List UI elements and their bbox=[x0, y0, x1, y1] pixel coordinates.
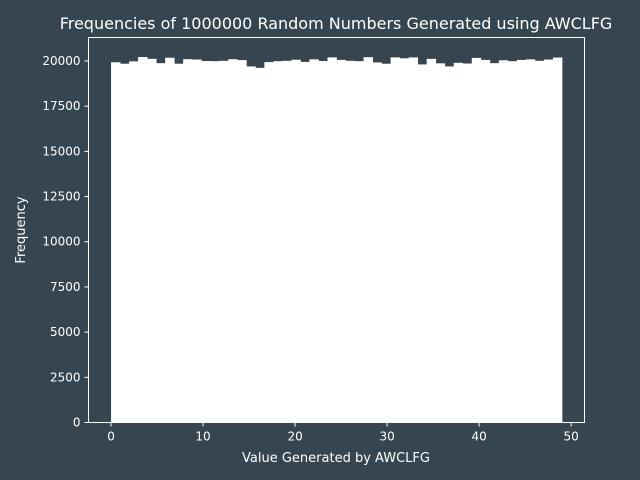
x-tick-label: 0 bbox=[107, 430, 115, 444]
histogram-bar bbox=[399, 58, 410, 423]
histogram-bar bbox=[120, 63, 130, 423]
histogram-bar bbox=[525, 59, 536, 423]
histogram-bar bbox=[426, 58, 437, 423]
y-axis: 0 2500 5000 7500 10000 12500 15000 17500 20000 bbox=[42, 54, 89, 430]
histogram-bar bbox=[300, 61, 310, 423]
histogram-bar bbox=[417, 64, 428, 423]
histogram-bar bbox=[381, 63, 392, 423]
y-tick-label: 7500 bbox=[50, 280, 81, 294]
histogram-bar bbox=[552, 57, 563, 423]
y-tick-label: 10000 bbox=[42, 235, 80, 249]
histogram-bar bbox=[480, 59, 491, 423]
histogram-bar bbox=[507, 61, 518, 423]
histogram-bar bbox=[309, 59, 319, 423]
x-tick-label: 30 bbox=[379, 430, 394, 444]
y-tick-label: 2500 bbox=[50, 370, 81, 384]
histogram-bar bbox=[318, 60, 328, 423]
histogram-bar bbox=[273, 61, 283, 423]
y-tick-label: 15000 bbox=[42, 144, 80, 158]
histogram-bar bbox=[345, 60, 355, 423]
histogram-bar bbox=[435, 63, 446, 423]
histogram-bar bbox=[363, 57, 373, 423]
x-axis: 0 10 20 30 40 50 bbox=[107, 422, 579, 444]
histogram-bar bbox=[264, 62, 274, 423]
histogram-bar bbox=[372, 62, 382, 423]
histogram-bar bbox=[516, 59, 527, 423]
chart-title: Frequencies of 1000000 Random Numbers Ge… bbox=[60, 14, 613, 33]
histogram-bar bbox=[111, 62, 121, 423]
y-axis-label: Frequency bbox=[14, 196, 29, 263]
histogram-bar bbox=[255, 67, 265, 423]
histogram-bar bbox=[471, 57, 482, 423]
histogram-bar bbox=[534, 60, 545, 423]
histogram-bar bbox=[201, 60, 211, 423]
histogram-bar bbox=[210, 61, 220, 423]
histogram-bar bbox=[138, 57, 148, 423]
histogram-bar bbox=[237, 60, 247, 423]
histogram-bar bbox=[444, 66, 455, 423]
histogram-bar bbox=[498, 60, 509, 423]
y-tick-label: 5000 bbox=[50, 325, 81, 339]
bar-series bbox=[111, 57, 563, 423]
histogram-bar bbox=[336, 59, 346, 423]
histogram-bar bbox=[219, 60, 229, 423]
histogram-bar bbox=[408, 57, 419, 423]
histogram-bar bbox=[165, 57, 175, 423]
histogram-bar bbox=[174, 63, 184, 423]
y-tick-label: 20000 bbox=[42, 54, 80, 68]
histogram-bar bbox=[291, 59, 301, 423]
histogram-bar bbox=[129, 61, 139, 423]
x-axis-label: Value Generated by AWCLFG bbox=[242, 451, 430, 466]
histogram-bar bbox=[282, 60, 292, 423]
histogram-bar bbox=[228, 59, 238, 423]
histogram-bar bbox=[246, 66, 256, 423]
histogram-bar bbox=[192, 59, 202, 423]
histogram-bar bbox=[489, 63, 500, 423]
histogram-bar bbox=[327, 57, 337, 423]
axes-frame bbox=[88, 37, 585, 423]
histogram-bar bbox=[354, 61, 364, 423]
histogram-bar bbox=[453, 62, 464, 423]
x-tick-label: 10 bbox=[195, 430, 210, 444]
histogram-bar bbox=[543, 59, 554, 423]
x-tick-label: 40 bbox=[471, 430, 486, 444]
y-tick-label: 0 bbox=[73, 416, 81, 430]
histogram-bar bbox=[156, 63, 166, 423]
x-tick-label: 50 bbox=[564, 430, 579, 444]
histogram-bar bbox=[183, 59, 193, 423]
histogram-bar bbox=[147, 58, 157, 423]
y-tick-label: 12500 bbox=[42, 190, 80, 204]
y-tick-label: 17500 bbox=[42, 99, 80, 113]
histogram-bar bbox=[462, 63, 473, 423]
histogram-bar bbox=[390, 57, 401, 423]
x-tick-label: 20 bbox=[287, 430, 302, 444]
